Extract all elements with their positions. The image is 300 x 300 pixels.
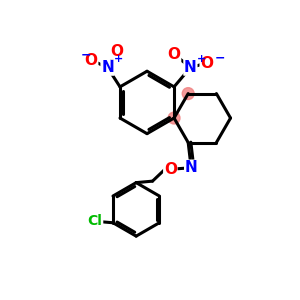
Circle shape: [168, 112, 180, 124]
Text: N: N: [184, 60, 197, 75]
Text: N: N: [185, 160, 197, 175]
Text: O: O: [200, 56, 213, 70]
Text: O: O: [164, 162, 177, 177]
Text: +: +: [114, 54, 123, 64]
Circle shape: [182, 88, 194, 100]
Text: O: O: [168, 46, 181, 62]
Text: O: O: [110, 44, 123, 59]
Text: −: −: [215, 52, 226, 64]
Text: Cl: Cl: [88, 214, 103, 228]
Text: O: O: [85, 52, 98, 68]
Text: −: −: [81, 49, 91, 62]
Text: N: N: [101, 60, 114, 75]
Text: +: +: [197, 54, 206, 64]
